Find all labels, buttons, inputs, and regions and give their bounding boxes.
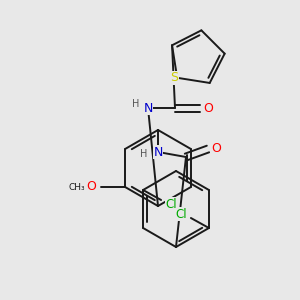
Text: O: O [211, 142, 221, 155]
Text: Cl: Cl [175, 208, 187, 220]
Text: O: O [203, 101, 213, 115]
Text: S: S [170, 71, 178, 84]
Text: N: N [153, 146, 163, 158]
Text: H: H [140, 149, 148, 159]
Text: H: H [132, 99, 140, 109]
Text: CH₃: CH₃ [69, 184, 86, 193]
Text: N: N [143, 101, 153, 115]
Text: Cl: Cl [165, 197, 177, 211]
Text: O: O [86, 181, 96, 194]
